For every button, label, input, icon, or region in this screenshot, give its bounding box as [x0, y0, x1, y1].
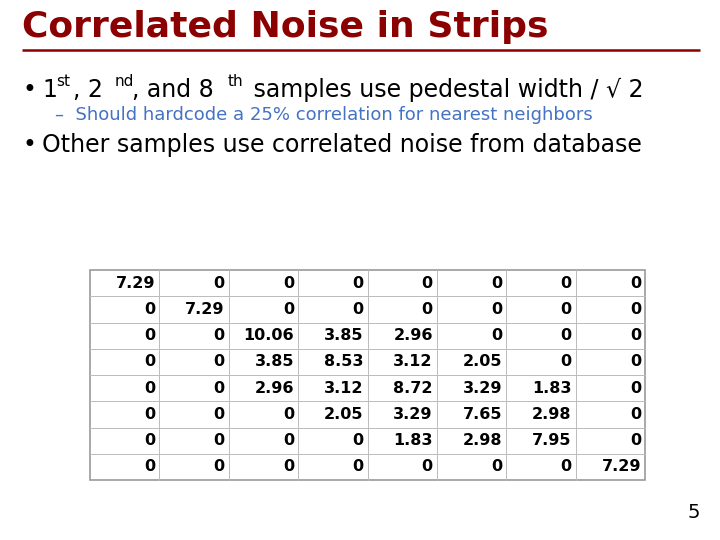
- Text: 0: 0: [144, 460, 156, 474]
- Text: 3.85: 3.85: [324, 328, 364, 343]
- Text: 10.06: 10.06: [243, 328, 294, 343]
- Text: 0: 0: [283, 275, 294, 291]
- Text: 7.29: 7.29: [185, 302, 225, 317]
- Text: 0: 0: [214, 460, 225, 474]
- Text: 0: 0: [214, 407, 225, 422]
- Text: 0: 0: [352, 433, 364, 448]
- Text: 3.85: 3.85: [255, 354, 294, 369]
- Text: •: •: [22, 78, 36, 102]
- Text: 7.29: 7.29: [116, 275, 156, 291]
- Text: 0: 0: [144, 302, 156, 317]
- Text: 0: 0: [214, 275, 225, 291]
- Text: 0: 0: [630, 275, 641, 291]
- Text: 0: 0: [144, 354, 156, 369]
- Text: 0: 0: [422, 302, 433, 317]
- Text: 7.29: 7.29: [601, 460, 641, 474]
- Text: 0: 0: [144, 433, 156, 448]
- Text: 0: 0: [144, 381, 156, 396]
- Text: •: •: [22, 133, 36, 157]
- Text: 0: 0: [491, 302, 503, 317]
- Text: 0: 0: [214, 354, 225, 369]
- Text: 0: 0: [214, 433, 225, 448]
- Text: 1.83: 1.83: [393, 433, 433, 448]
- Text: 0: 0: [560, 354, 572, 369]
- Text: 2.05: 2.05: [324, 407, 364, 422]
- Text: 5: 5: [688, 503, 700, 522]
- Text: 8.72: 8.72: [393, 381, 433, 396]
- Text: 0: 0: [630, 302, 641, 317]
- Text: 0: 0: [560, 275, 572, 291]
- Text: samples use pedestal width / √ 2: samples use pedestal width / √ 2: [246, 78, 643, 102]
- Text: 0: 0: [283, 407, 294, 422]
- Text: 0: 0: [422, 275, 433, 291]
- Text: , 2: , 2: [73, 78, 103, 102]
- Text: 2.96: 2.96: [255, 381, 294, 396]
- Text: 0: 0: [144, 407, 156, 422]
- Text: 1.83: 1.83: [532, 381, 572, 396]
- Text: Correlated Noise in Strips: Correlated Noise in Strips: [22, 10, 549, 44]
- Text: 7.65: 7.65: [463, 407, 503, 422]
- Text: –  Should hardcode a 25% correlation for nearest neighbors: – Should hardcode a 25% correlation for …: [55, 106, 593, 124]
- Text: 7.95: 7.95: [532, 433, 572, 448]
- Text: 0: 0: [630, 381, 641, 396]
- Text: 0: 0: [214, 381, 225, 396]
- Text: 0: 0: [422, 460, 433, 474]
- Text: 3.29: 3.29: [463, 381, 503, 396]
- Text: 2.98: 2.98: [532, 407, 572, 422]
- Text: 0: 0: [630, 433, 641, 448]
- Text: Other samples use correlated noise from database: Other samples use correlated noise from …: [42, 133, 642, 157]
- Text: 3.12: 3.12: [324, 381, 364, 396]
- Text: 8.53: 8.53: [324, 354, 364, 369]
- Text: 1: 1: [42, 78, 57, 102]
- Text: th: th: [228, 74, 243, 89]
- Text: 0: 0: [144, 328, 156, 343]
- Text: 0: 0: [560, 460, 572, 474]
- Text: 0: 0: [283, 302, 294, 317]
- Text: 0: 0: [283, 433, 294, 448]
- Text: 0: 0: [630, 328, 641, 343]
- Text: 3.29: 3.29: [393, 407, 433, 422]
- Text: 0: 0: [214, 328, 225, 343]
- Text: 0: 0: [630, 354, 641, 369]
- Text: 0: 0: [352, 460, 364, 474]
- Text: , and 8: , and 8: [132, 78, 214, 102]
- Text: 0: 0: [491, 328, 503, 343]
- Text: 0: 0: [491, 275, 503, 291]
- Text: 0: 0: [352, 275, 364, 291]
- Text: st: st: [55, 74, 70, 89]
- Text: 0: 0: [630, 407, 641, 422]
- Bar: [90, 270, 645, 480]
- Text: 2.98: 2.98: [463, 433, 503, 448]
- Text: 0: 0: [352, 302, 364, 317]
- Text: 2.96: 2.96: [393, 328, 433, 343]
- Text: 0: 0: [491, 460, 503, 474]
- Text: 2.05: 2.05: [463, 354, 503, 369]
- Text: 3.12: 3.12: [393, 354, 433, 369]
- Text: 0: 0: [560, 302, 572, 317]
- Text: 0: 0: [283, 460, 294, 474]
- Text: nd: nd: [114, 74, 134, 89]
- Text: 0: 0: [560, 328, 572, 343]
